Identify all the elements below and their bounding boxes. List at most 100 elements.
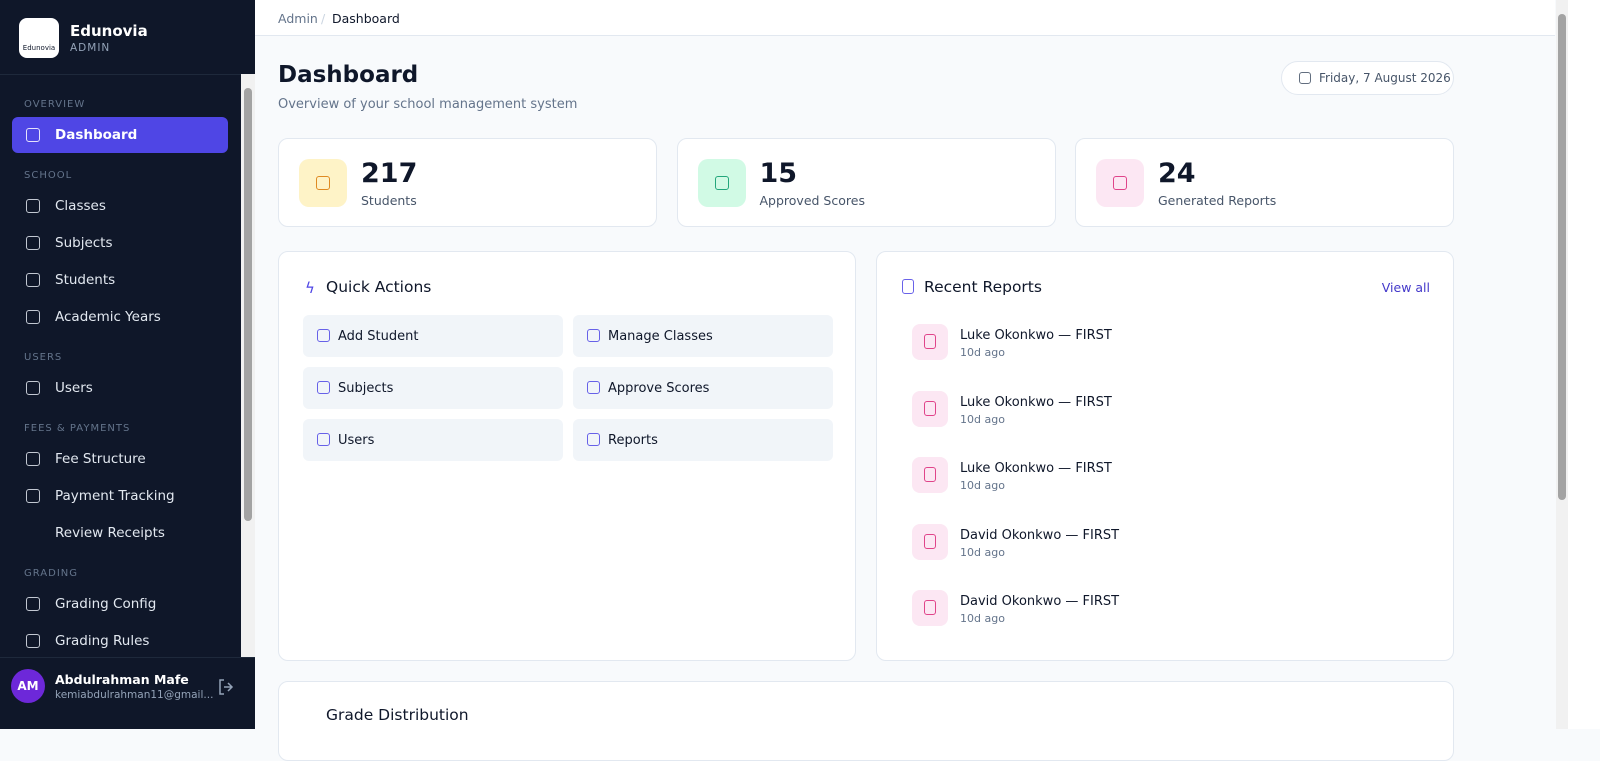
quick-actions-card: ϟ Quick Actions Add Student Manage Classe… <box>278 251 856 661</box>
icon <box>924 400 936 416</box>
user-email: kemiabdulrahman11@gmail... <box>55 689 214 701</box>
report-icon <box>912 457 948 493</box>
quick-action[interactable]: Manage Classes <box>573 315 833 357</box>
icon <box>924 467 936 482</box>
nav-label: Review Receipts <box>55 525 165 541</box>
quick-action[interactable]: Approve Scores <box>573 367 833 409</box>
nav-item[interactable]: Academic Years <box>12 299 228 335</box>
divider <box>0 74 255 75</box>
stat-card: 217 Students <box>278 138 657 227</box>
icon <box>26 128 40 142</box>
report-name: David Okonkwo — FIRST <box>960 594 1120 609</box>
breadcrumb[interactable]: Admin <box>278 11 318 26</box>
icon <box>587 381 600 394</box>
scrollbar-thumb[interactable] <box>244 88 252 521</box>
quick-action-label: Manage Classes <box>608 328 713 344</box>
nav-label: Payment Tracking <box>55 488 175 504</box>
stat-icon <box>1096 159 1144 207</box>
icon <box>587 329 600 342</box>
icon <box>26 597 40 611</box>
nav-item[interactable]: Subjects <box>12 225 228 261</box>
icon <box>316 176 330 190</box>
quick-action[interactable]: Add Student <box>303 315 563 357</box>
scrollbar-thumb[interactable] <box>1558 14 1566 500</box>
nav-label: Students <box>55 272 116 288</box>
page-title: Dashboard <box>278 62 419 88</box>
icon <box>1113 176 1127 190</box>
icon <box>26 489 40 503</box>
report-icon <box>912 324 948 360</box>
stat-card: 15 Approved Scores <box>676 138 1056 227</box>
divider <box>0 657 255 658</box>
quick-action-label: Add Student <box>338 328 419 344</box>
card-title: Quick Actions <box>326 278 432 296</box>
nav-item[interactable]: Users <box>12 370 228 406</box>
report-name: Luke Okonkwo — FIRST <box>960 328 1112 343</box>
card-title: Recent Reports <box>924 278 1042 296</box>
report-icon <box>912 590 948 626</box>
stat-label: Students <box>361 193 417 208</box>
report-name: Luke Okonkwo — FIRST <box>960 461 1112 476</box>
stat-icon <box>299 159 347 207</box>
report-icon <box>912 390 948 427</box>
section-title: FEES & PAYMENTS <box>24 423 131 434</box>
report-time: 10d ago <box>960 479 1005 492</box>
report-time: 10d ago <box>960 412 1005 426</box>
nav-label: Grading Config <box>55 596 157 612</box>
nav-label: Subjects <box>55 235 113 251</box>
report-row[interactable]: David Okonkwo — FIRST 10d ago <box>901 590 1431 630</box>
icon <box>924 600 936 615</box>
icon <box>924 334 936 349</box>
icon <box>317 381 330 394</box>
brand-role: ADMIN <box>70 42 111 54</box>
user-name: Abdulrahman Mafe <box>55 672 189 687</box>
icon <box>26 381 40 395</box>
stat-value: 217 <box>361 158 418 189</box>
card-title: Grade Distribution <box>326 706 469 724</box>
stat-label: Generated Reports <box>1158 193 1277 208</box>
stat-icon <box>697 159 746 207</box>
icon <box>26 310 40 324</box>
report-row[interactable]: David Okonkwo — FIRST 10d ago <box>901 523 1431 564</box>
nav-item[interactable]: Grading Rules <box>12 623 228 659</box>
quick-action[interactable]: Subjects <box>303 367 563 409</box>
quick-action[interactable]: Reports <box>573 419 833 461</box>
date-pill: Friday, 7 August 2026 <box>1281 61 1454 95</box>
page-subtitle: Overview of your school management syste… <box>278 97 578 112</box>
report-time: 10d ago <box>960 346 1005 359</box>
icon <box>317 433 330 446</box>
nav-label: Users <box>55 380 93 396</box>
logout[interactable] <box>216 677 236 697</box>
nav-item[interactable]: Students <box>12 262 228 298</box>
nav-item[interactable]: Dashboard <box>12 117 228 153</box>
icon <box>26 452 40 466</box>
breadcrumb: Dashboard <box>332 11 400 26</box>
nav-item[interactable]: Grading Config <box>12 586 228 622</box>
icon <box>26 236 40 250</box>
nav-item[interactable]: Classes <box>12 188 228 224</box>
nav-item[interactable]: Review Receipts <box>12 515 228 551</box>
quick-action[interactable]: Users <box>303 419 563 461</box>
icon <box>714 176 729 190</box>
report-row[interactable]: Luke Okonkwo — FIRST 10d ago <box>901 390 1431 431</box>
quick-action-label: Reports <box>608 432 658 448</box>
icon <box>317 329 330 342</box>
icon <box>26 634 40 648</box>
report-row[interactable]: Luke Okonkwo — FIRST 10d ago <box>901 324 1431 364</box>
page-scrollbar <box>1556 0 1568 729</box>
nav-item[interactable]: Fee Structure <box>12 441 228 477</box>
nav-label: Grading Rules <box>55 633 150 649</box>
report-row[interactable]: Luke Okonkwo — FIRST 10d ago <box>901 457 1431 497</box>
stat-value: 15 <box>759 158 798 189</box>
icon <box>587 433 600 446</box>
recent-reports-card: Recent Reports View all Luke Okonkwo — F… <box>876 251 1454 661</box>
report-time: 10d ago <box>960 545 1005 559</box>
scrollbar-track <box>241 74 255 657</box>
report-icon <box>902 279 914 294</box>
date: Friday, 7 August 2026 <box>1319 71 1451 85</box>
icon <box>26 199 40 213</box>
view-all[interactable]: View all <box>1381 280 1430 295</box>
quick-action-label: Approve Scores <box>608 380 710 396</box>
nav-item[interactable]: Payment Tracking <box>12 478 228 514</box>
